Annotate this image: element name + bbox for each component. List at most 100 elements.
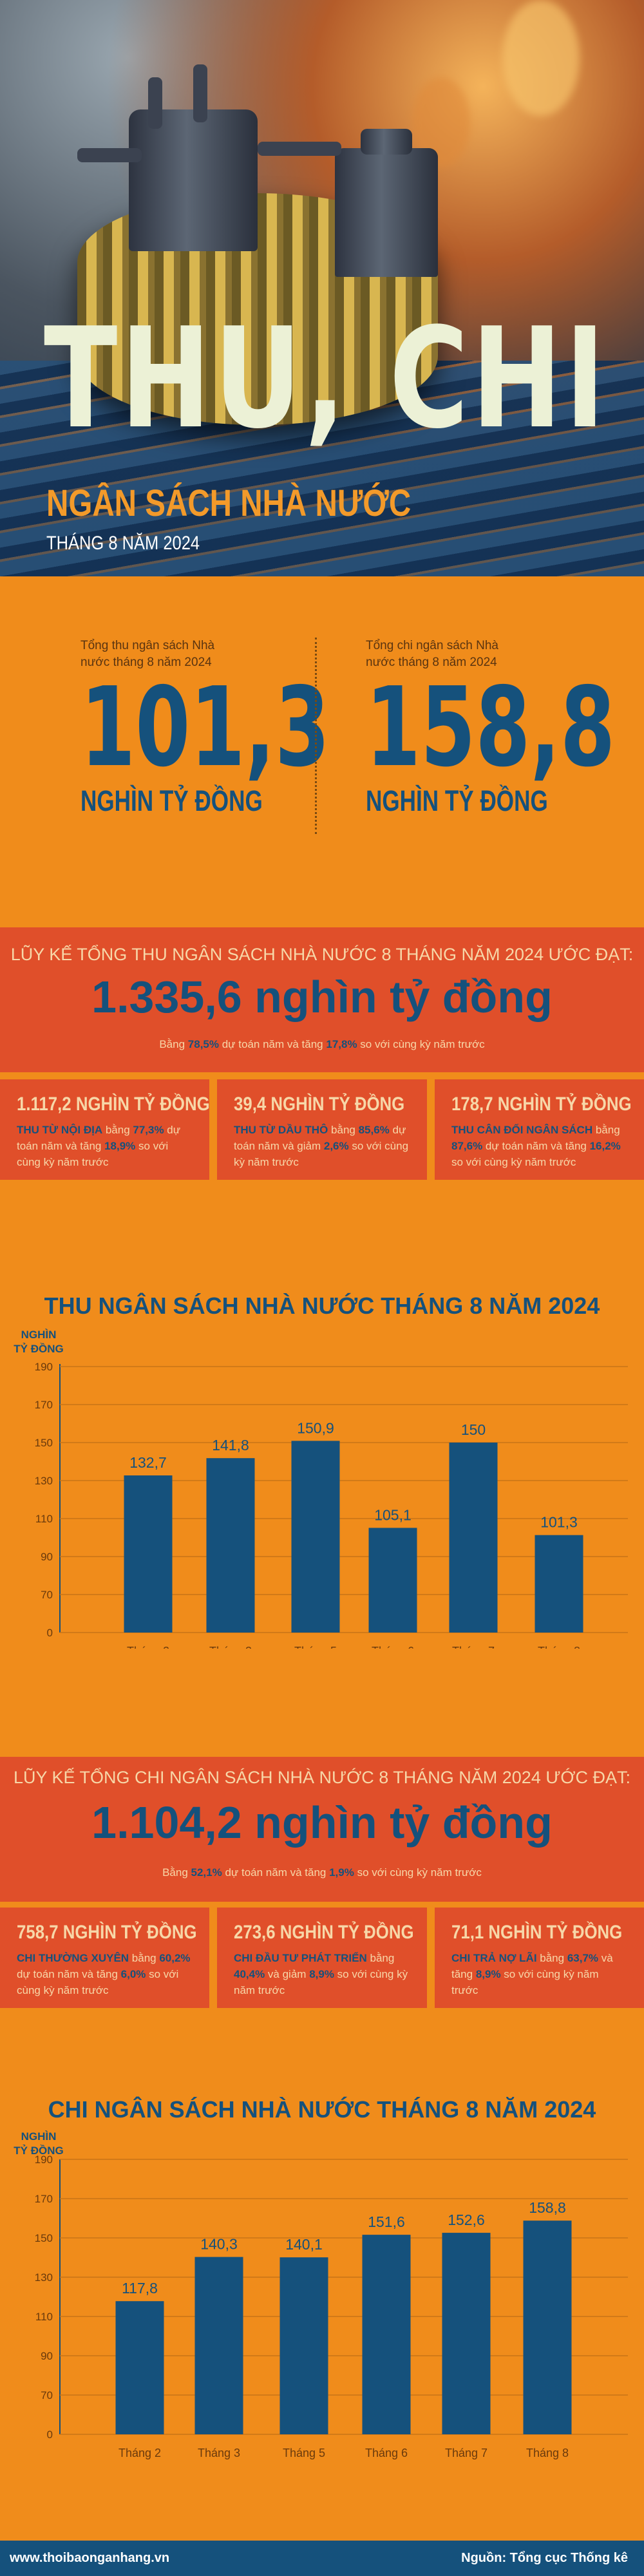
x-tick-label: Tháng 8 [538,1645,580,1649]
data-label: 150,9 [297,1419,334,1436]
revenue-unit: NGHÌN TỶ ĐỒNG [80,784,263,817]
card-description: CHI TRẢ NỢ LÃI bằng 63,7% và tăng 8,9% s… [451,1950,627,1998]
card-text: dự toán năm và tăng [17,1124,181,1152]
y-tick-label: 110 [35,1513,53,1525]
card-value: 39,4 NGHÌN TỶ ĐỒNG [234,1094,405,1115]
card-text: bằng [129,1952,160,1964]
card-text: so với cùng kỳ năm trước [234,1140,409,1168]
card-percent: 6,0% [120,1968,146,1980]
y-tick-label: 70 [41,1589,53,1601]
machine-image [361,129,412,155]
data-label: 150 [461,1421,486,1438]
y-axis-label: NGHÌN [21,2130,57,2143]
source-credit: Nguồn: Tổng cục Thống kê [461,2551,628,2565]
spending-total-heading: LŨY KẾ TỔNG CHI NGÂN SÁCH NHÀ NƯỚC 8 THÁ… [13,1768,631,1787]
revenue-bar-chart: NGHÌN TỶ ĐỒNG 0 70 90 110 130 150 170 190 132,7 Thá… [14,1329,628,1649]
y-tick-label: 0 [47,1627,53,1639]
spending-card-interest: 71,1 NGHÌN TỶ ĐỒNG CHI TRẢ NỢ LÃI bằng 6… [435,1908,644,2008]
note-text: dự toán năm và tăng [218,1038,327,1050]
bar [194,2257,243,2434]
x-tick-label: Tháng 8 [526,2447,569,2459]
spending-total-note: Bằng 52,1% dự toán năm và tăng 1,9% so v… [0,1866,644,1879]
card-lead: THU TỪ DẦU THÔ [234,1124,328,1136]
x-tick-label: Tháng 3 [198,2447,240,2459]
data-label: 105,1 [374,1506,412,1523]
card-lead: CHI THƯỜNG XUYÊN [17,1952,129,1964]
revenue-label: Tổng thu ngân sách Nhà nước tháng 8 năm … [80,639,215,669]
bar [206,1458,255,1633]
background-light [502,0,580,116]
y-tick-label: 170 [35,1399,53,1411]
x-tick-label: Tháng 5 [283,2447,325,2459]
summary-divider [315,638,317,834]
page-subtitle: NGÂN SÁCH NHÀ NƯỚC [46,482,412,524]
note-percent: 17,8% [326,1038,357,1050]
bar [291,1441,340,1633]
x-tick-label: Tháng 2 [118,2447,161,2459]
website-link[interactable]: www.thoibaonganhang.vn [10,2551,170,2565]
data-label: 152,6 [448,2211,485,2228]
data-label: 117,8 [122,2280,158,2297]
card-percent: 16,2% [589,1140,621,1152]
note-percent: 1,9% [329,1866,354,1879]
card-percent: 8,9% [475,1968,501,1980]
card-text: so với cùng kỳ năm trước [451,1968,599,1996]
card-percent: 60,2% [159,1952,191,1964]
revenue-card-domestic: 1.117,2 NGHÌN TỶ ĐỒNG THU TỪ NỘI ĐỊA bằn… [0,1079,210,1180]
y-tick-label: 90 [41,1551,53,1563]
y-axis-label: TỶ ĐỒNG [14,1343,63,1355]
y-axis-label: NGHÌN [21,1329,57,1341]
data-label: 158,8 [529,2199,566,2216]
data-label: 132,7 [129,1454,167,1471]
card-value: 273,6 NGHÌN TỶ ĐỒNG [234,1922,414,1943]
x-tick-label: Tháng 7 [445,2447,488,2459]
spending-unit: NGHÌN TỶ ĐỒNG [366,784,548,817]
machine-image [335,148,438,277]
card-percent: 8,9% [309,1968,334,1980]
page-date: THÁNG 8 NĂM 2024 [46,533,200,554]
card-percent: 87,6% [451,1140,483,1152]
pipe-image [148,77,162,129]
bar [535,1535,583,1633]
y-axis-label: TỶ ĐỒNG [14,2145,63,2157]
data-label: 141,8 [212,1437,249,1454]
x-tick-label: Tháng 7 [452,1645,495,1649]
spending-summary: Tổng chi ngân sách Nhà nước tháng 8 năm … [366,638,644,818]
note-text: Bằng [159,1038,188,1050]
pipe-image [258,142,341,156]
y-tick-label: 130 [35,2271,53,2284]
card-percent: 77,3% [133,1124,164,1136]
card-text: dự toán năm và tăng [17,1968,121,1980]
card-lead: CHI ĐẦU TƯ PHÁT TRIỂN [234,1952,367,1964]
card-lead: THU TỪ NỘI ĐỊA [17,1124,103,1136]
revenue-total-band [0,927,644,1072]
revenue-chart-title: THU NGÂN SÁCH NHÀ NƯỚC THÁNG 8 NĂM 2024 [44,1293,600,1319]
revenue-total-note: Bằng 78,5% dự toán năm và tăng 17,8% so … [0,1038,644,1051]
card-text: bằng [366,1952,395,1964]
note-percent: 78,5% [187,1038,219,1050]
x-tick-label: Tháng 6 [365,2447,408,2459]
card-value: 178,7 NGHÌN TỶ ĐỒNG [451,1094,632,1115]
spending-label: Tổng chi ngân sách Nhà nước tháng 8 năm … [366,639,498,669]
card-text: và tăng [451,1952,613,1980]
bar [124,1475,173,1633]
spending-total-value: 1.104,2 nghìn tỷ đồng [91,1797,553,1848]
revenue-summary: Tổng thu ngân sách Nhà nước tháng 8 năm … [80,638,427,818]
card-text: so với cùng kỳ năm trước [17,1140,169,1168]
note-percent: 52,1% [191,1866,222,1879]
card-value: 71,1 NGHÌN TỶ ĐỒNG [451,1922,623,1943]
note-text: Bằng [162,1866,191,1879]
card-description: THU TỪ DẦU THÔ bằng 85,6% dự toán năm và… [234,1122,410,1170]
revenue-card-balance: 178,7 NGHÌN TỶ ĐỒNG THU CÂN ĐỐI NGÂN SÁC… [435,1079,644,1180]
spending-value: 158,8 [366,664,616,791]
bar [368,1528,417,1633]
card-text: so với cùng kỳ năm trước [234,1968,408,1996]
card-text: dự toán năm và tăng [482,1140,590,1152]
card-text: bằng [592,1124,620,1136]
y-tick-label: 90 [41,2350,53,2362]
card-percent: 85,6% [358,1124,390,1136]
y-tick-label: 150 [35,1437,53,1449]
card-text: và giảm [265,1968,310,1980]
note-text: dự toán năm và tăng [222,1866,330,1879]
data-label: 101,3 [540,1514,578,1531]
